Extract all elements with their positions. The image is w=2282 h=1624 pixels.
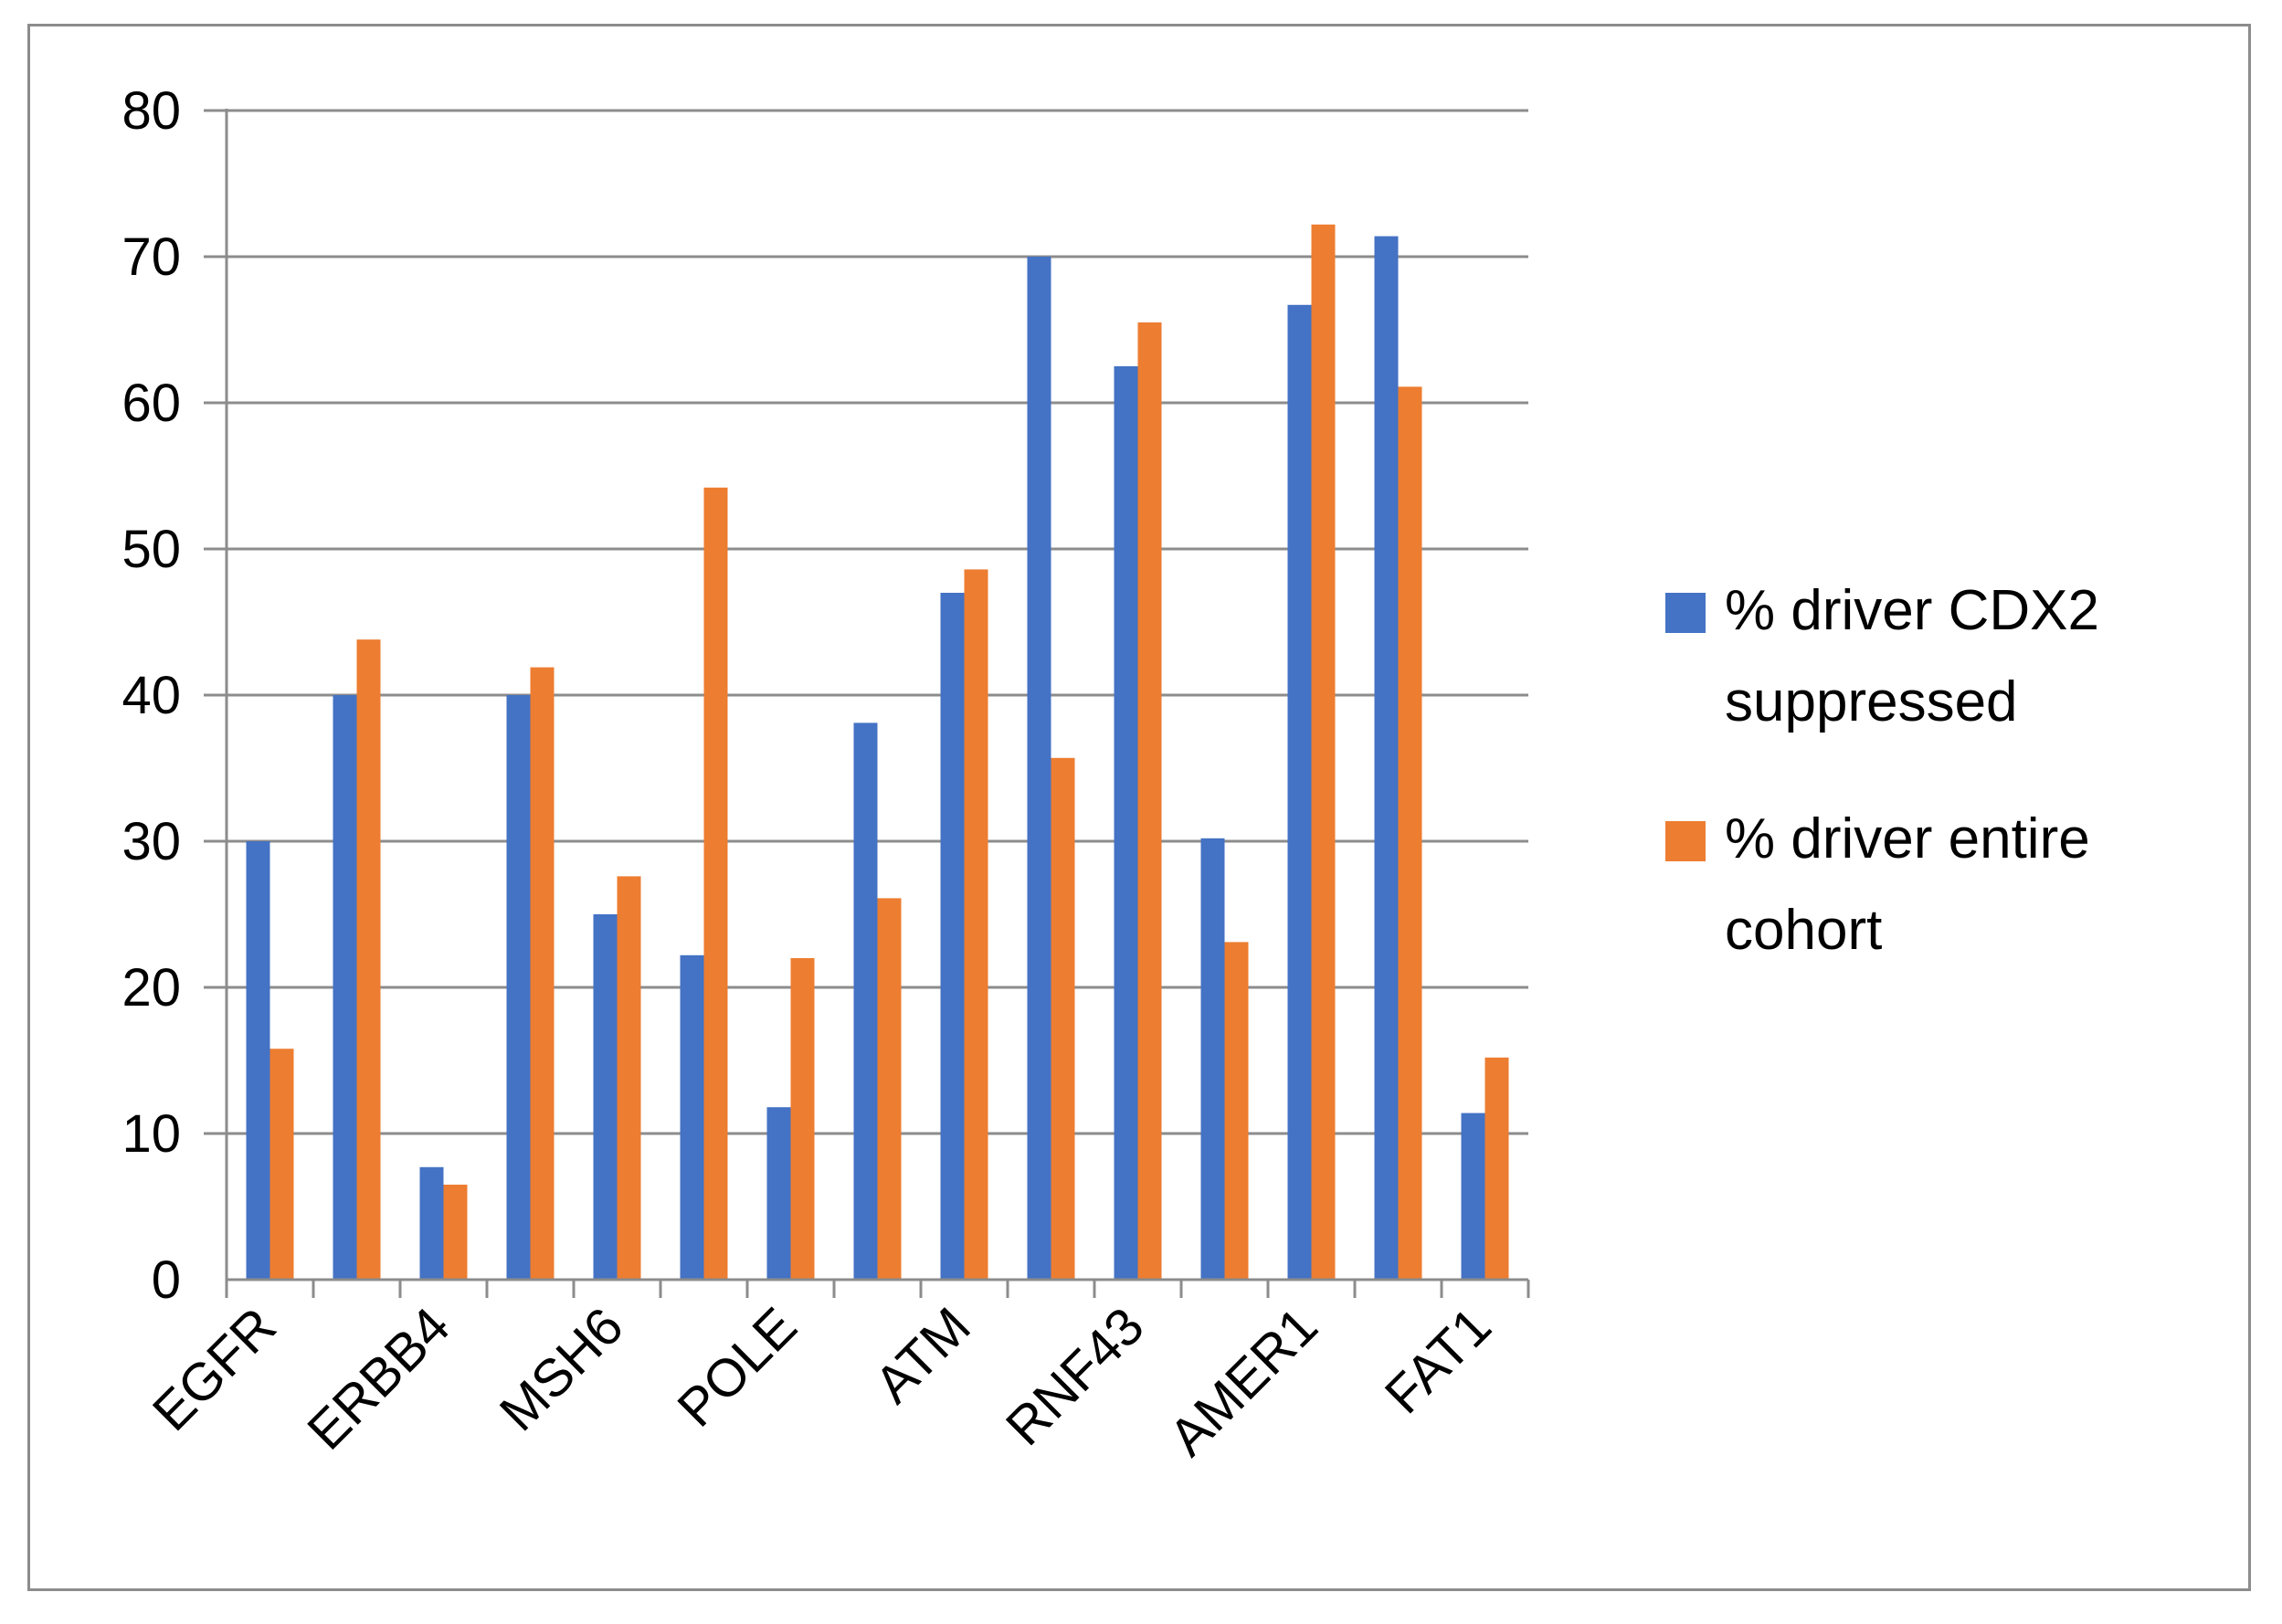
bar [1114,366,1138,1280]
y-tick-label: 70 [121,227,181,287]
bar-chart: 0 10 20 30 40 50 60 70 80 EGFR ERBB4 MSH6 POLE ATM RN… [121,81,2099,1467]
y-tick-label: 20 [121,958,181,1018]
bar [1224,942,1249,1280]
bar [333,695,357,1280]
bar [940,593,965,1280]
bar [419,1166,444,1280]
bar [593,914,618,1280]
x-category-label: ATM [863,1296,981,1414]
y-tick-label: 10 [121,1104,181,1164]
bar [1398,386,1422,1280]
bar [1461,1113,1485,1280]
bar [1374,236,1399,1281]
x-axis-category-labels: EGFR ERBB4 MSH6 POLE ATM RNF43 AMER1 FAT1 [142,1296,1503,1467]
chart-frame: 0 10 20 30 40 50 60 70 80 EGFR ERBB4 MSH6 POLE ATM RN… [27,24,2251,1591]
bar [703,487,728,1280]
x-category-label: ERBB4 [296,1296,460,1461]
bar [964,569,988,1280]
bar [246,841,270,1280]
x-category-label: FAT1 [1374,1296,1503,1425]
bar [1311,224,1336,1280]
bar [877,898,902,1280]
bar [853,722,878,1280]
bar [680,954,704,1280]
bar [1027,257,1051,1280]
x-axis [225,109,1530,1298]
bar [1051,757,1075,1280]
legend-label: % driver CDX2 [1725,579,2099,642]
x-category-label: AMER1 [1157,1296,1328,1467]
legend-swatch [1665,593,1706,633]
bar [766,1107,791,1280]
bar [269,1049,294,1280]
bar [1137,322,1162,1280]
x-category-label: EGFR [142,1296,288,1442]
y-tick-label: 30 [121,812,181,871]
x-category-label: RNF43 [995,1296,1156,1457]
bars [246,224,1509,1281]
x-category-label: POLE [666,1296,808,1438]
legend-label: suppressed [1725,670,2018,733]
y-axis-tick-labels: 0 10 20 30 40 50 60 70 80 [121,81,181,1310]
bar [1287,304,1312,1280]
y-tick-label: 0 [152,1250,181,1310]
bar [530,667,555,1280]
y-tick-label: 50 [121,520,181,579]
bar [356,639,381,1280]
y-tick-label: 40 [121,666,181,725]
legend-label: cohort [1725,899,1882,962]
x-category-label: MSH6 [489,1296,635,1442]
bar [1200,838,1225,1280]
bar [443,1185,468,1280]
bar [1484,1057,1509,1280]
legend: % driver CDX2 suppressed % driver entire co… [1665,579,2099,962]
legend-label: % driver entire [1725,807,2090,870]
y-tick-label: 80 [121,81,181,141]
legend-swatch [1665,821,1706,861]
bar [617,876,641,1280]
bar [790,958,815,1280]
y-tick-label: 60 [121,374,181,433]
bar [506,695,531,1280]
